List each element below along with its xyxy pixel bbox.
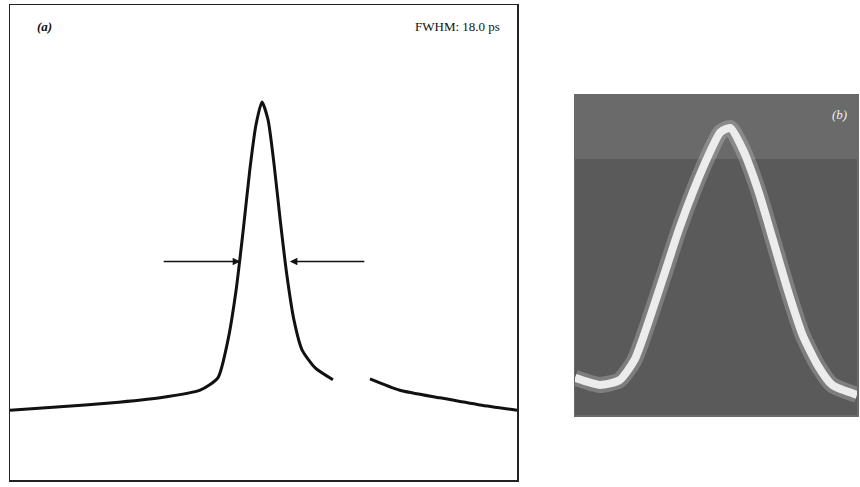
svg-text:FWHM: 18.0 ps: FWHM: 18.0 ps: [415, 19, 500, 34]
svg-text:(a): (a): [37, 19, 52, 34]
svg-text:(b): (b): [832, 107, 847, 122]
